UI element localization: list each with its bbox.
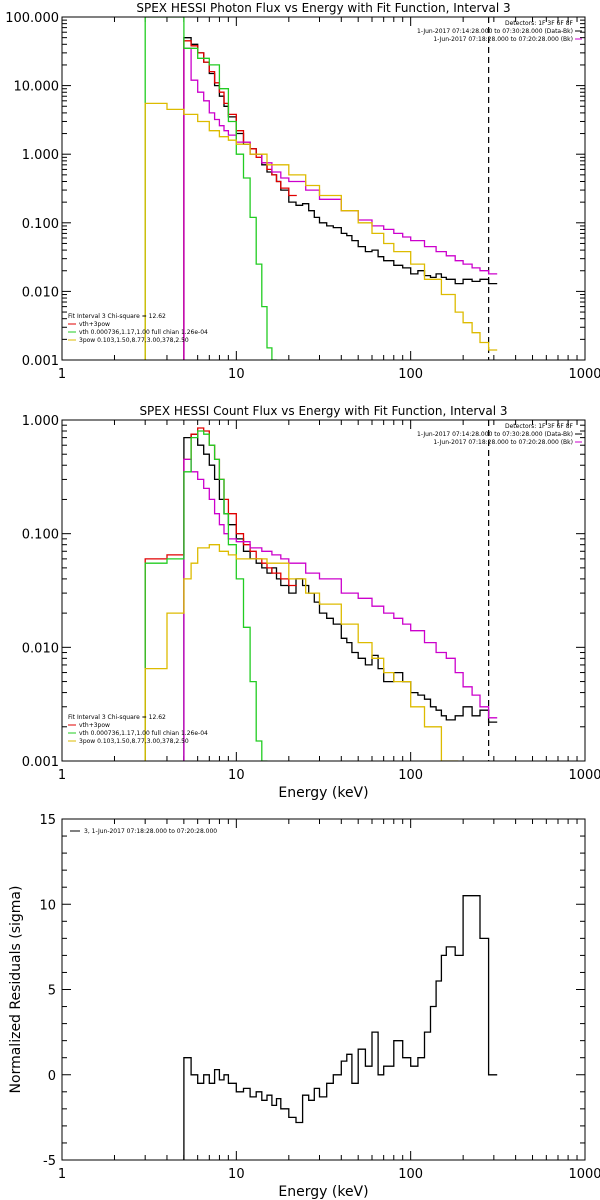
plot-area (144, 17, 498, 360)
legend-fit-entry: vth 0.000736,1.17,1.00 full chian 1.26e-… (79, 730, 208, 737)
y-tick-label: 1.000 (22, 414, 59, 429)
x-axis-label: Energy (keV) (278, 785, 368, 801)
legend-fit-entry: vth 0.000736,1.17,1.00 full chian 1.26e-… (79, 329, 208, 336)
y-tick-label: 0.001 (22, 354, 59, 369)
y-tick-label: 10.000 (14, 80, 60, 95)
legend-right-entry: 1-Jun-2017 07:14:28.000 to 07:30:28.000 … (417, 28, 573, 35)
x-tick-label: 1000 (568, 367, 600, 382)
x-tick-label: 100 (398, 367, 423, 382)
legend-right-entry: Detectors: 1F 3F 6F 8F (505, 20, 574, 27)
chart-title: SPEX HESSI Count Flux vs Energy with Fit… (139, 404, 507, 418)
x-tick-label: 1000 (568, 1167, 600, 1182)
series-3-line (183, 458, 498, 761)
y-tick-label: 15 (39, 813, 56, 828)
y-tick-label: 0.001 (22, 755, 59, 770)
series-4-line (144, 17, 277, 360)
legend-residual-entry: 3, 1-Jun-2017 07:18:28.000 to 07:20:28.0… (84, 828, 217, 835)
series-3-line (183, 47, 498, 360)
x-tick-label: 10 (228, 367, 245, 382)
chart-2: SPEX HESSI Count Flux vs Energy with Fit… (22, 404, 600, 801)
legend-fit-header: Fit Interval 3 Chi-square = 12.62 (68, 313, 166, 320)
series-5-line (144, 102, 498, 360)
legend-fit-entry: 3pow 0.103,1.50,8.77,3.00,378,2.50 (79, 738, 189, 745)
legend-right-entry: 1-Jun-2017 07:18:28.000 to 07:20:28.000 … (433, 36, 573, 43)
series-4-line (144, 430, 268, 761)
legend-fit-header: Fit Interval 3 Chi-square = 12.62 (68, 714, 166, 721)
x-tick-label: 1 (58, 367, 66, 382)
x-tick-label: 1 (58, 768, 66, 783)
legend-right-entry: 1-Jun-2017 07:14:28.000 to 07:30:28.000 … (417, 431, 573, 438)
y-tick-label: 0.100 (22, 217, 59, 232)
y-tick-label: 0.100 (22, 528, 59, 543)
y-tick-label: 100.000 (5, 11, 59, 26)
chart-3: 1 10 100 1000 Energy (keV) -5 0 5 10 15 Normalized… (8, 813, 600, 1200)
y-tick-label: 1.000 (22, 148, 59, 163)
y-axis-label: Normalized Residuals (sigma) (8, 886, 24, 1094)
y-tick-label: 0.010 (22, 285, 59, 300)
legend-right-entry: 1-Jun-2017 07:18:28.000 to 07:20:28.000 … (433, 439, 573, 446)
plot-area (183, 895, 498, 1160)
x-tick-label: 10 (228, 768, 245, 783)
plot-area (144, 427, 498, 761)
legend-right-entry: Detectors: 1F 3F 6F 8F (505, 423, 574, 430)
chart-title: SPEX HESSI Photon Flux vs Energy with Fi… (136, 1, 510, 15)
x-tick-label: 100 (398, 768, 423, 783)
plot-frame (61, 419, 586, 762)
series-1-line (183, 895, 498, 1160)
y-tick-label: 5 (48, 984, 56, 999)
y-tick-label: -5 (43, 1154, 56, 1169)
legend-fit-entry: 3pow 0.103,1.50,8.77,3.00,378,2.50 (79, 337, 189, 344)
y-tick-label: 10 (39, 898, 56, 913)
series-2-line (144, 427, 297, 761)
x-tick-label: 100 (398, 1167, 423, 1182)
x-tick-label: 1000 (568, 768, 600, 783)
legend-fit-entry: vth+3pow (79, 321, 110, 328)
x-tick-label: 1 (58, 1167, 66, 1182)
legend-fit-entry: vth+3pow (79, 722, 110, 729)
chart-1: SPEX HESSI Photon Flux vs Energy with Fi… (5, 1, 600, 382)
plot-frame (61, 16, 586, 361)
series-1-line (183, 433, 498, 761)
y-tick-label: 0 (48, 1069, 56, 1084)
x-axis-label: Energy (keV) (278, 1184, 368, 1200)
y-tick-label: 0.010 (22, 641, 59, 656)
x-tick-label: 10 (228, 1167, 245, 1182)
plot-frame (61, 818, 586, 1161)
series-5-line (144, 544, 459, 761)
series-2-line (183, 40, 297, 360)
